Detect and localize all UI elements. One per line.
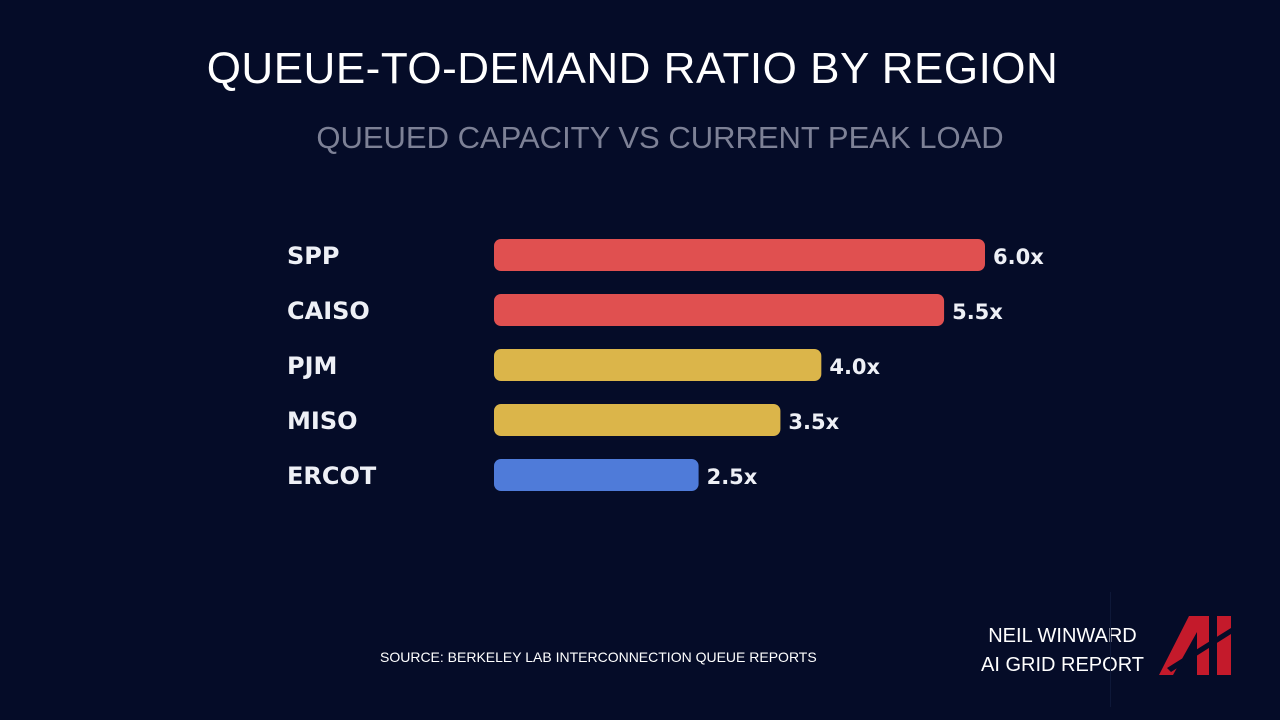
- category-label: CAISO: [287, 297, 370, 325]
- ai-logo: [1110, 592, 1280, 707]
- category-label: PJM: [287, 352, 337, 380]
- value-label: 3.5x: [788, 410, 839, 434]
- category-label: MISO: [287, 407, 358, 435]
- value-label: 5.5x: [952, 300, 1003, 324]
- value-label: 4.0x: [829, 355, 880, 379]
- bar-miso: [494, 404, 781, 436]
- value-label: 6.0x: [993, 245, 1044, 269]
- brand-report: AI GRID REPORT: [981, 654, 1144, 676]
- chart-title: QUEUE-TO-DEMAND RATIO BY REGION: [206, 44, 1059, 93]
- category-label: ERCOT: [287, 462, 377, 490]
- source-note: SOURCE: BERKELEY LAB INTERCONNECTION QUE…: [380, 649, 817, 665]
- bar-pjm: [494, 349, 822, 381]
- category-label: SPP: [287, 242, 339, 270]
- value-label: 2.5x: [707, 465, 758, 489]
- chart-subtitle: QUEUED CAPACITY VS CURRENT PEAK LOAD: [316, 120, 1004, 155]
- ai-logo-icon: [1159, 616, 1231, 675]
- bar-caiso: [494, 294, 945, 326]
- bar-ercot: [494, 459, 699, 491]
- brand-text: NEIL WINWARD AI GRID REPORT: [960, 622, 1165, 680]
- bar-spp: [494, 239, 985, 271]
- brand-author: NEIL WINWARD: [988, 625, 1137, 647]
